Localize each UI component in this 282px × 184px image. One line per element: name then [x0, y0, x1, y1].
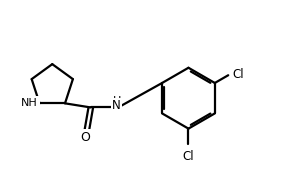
- Text: Cl: Cl: [183, 150, 194, 163]
- Text: N: N: [112, 99, 121, 112]
- Text: O: O: [81, 131, 91, 144]
- Text: Cl: Cl: [232, 68, 244, 81]
- Text: NH: NH: [21, 98, 38, 108]
- Text: H: H: [113, 96, 121, 106]
